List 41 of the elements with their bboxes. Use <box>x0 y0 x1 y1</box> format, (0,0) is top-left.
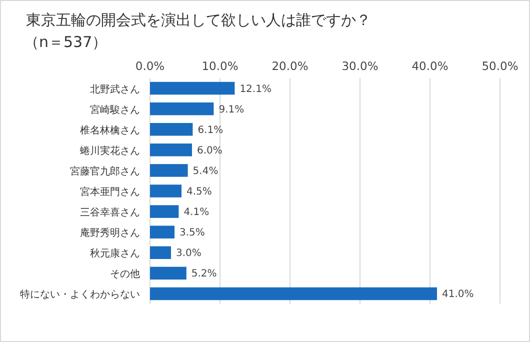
data-label: 4.1% <box>184 207 210 218</box>
y-tick-label: 北野武さん <box>90 83 140 96</box>
y-tick-label: 三谷幸喜さん <box>80 206 140 219</box>
x-tick-label: 20.0% <box>272 59 308 73</box>
bar <box>150 122 193 136</box>
data-label: 3.0% <box>176 248 202 260</box>
bar <box>150 144 192 156</box>
data-label: 5.2% <box>191 268 217 280</box>
bar <box>150 287 437 300</box>
bar <box>150 82 235 95</box>
x-tick-label: 30.0% <box>342 59 378 73</box>
bar <box>150 226 174 238</box>
y-tick-label: その他 <box>110 268 140 280</box>
bar <box>150 164 188 177</box>
y-tick-label: 秋元康さん <box>90 248 140 260</box>
bar <box>150 102 214 116</box>
bar <box>150 246 171 260</box>
y-tick-label: 宮崎駿さん <box>90 104 140 116</box>
y-tick-label: 特にない・よくわからない <box>20 288 140 301</box>
data-label: 3.5% <box>180 228 205 239</box>
bar <box>150 205 179 218</box>
x-tick-label: 40.0% <box>412 59 448 73</box>
data-label: 4.5% <box>186 186 212 198</box>
data-label: 12.1% <box>240 84 272 95</box>
y-tick-label: 蜷川実花さん <box>80 144 140 157</box>
bar <box>150 184 182 198</box>
y-tick-label: 宮藤官九郎さん <box>70 165 140 178</box>
x-tick-label: 50.0% <box>482 59 518 73</box>
data-label: 5.4% <box>192 166 218 177</box>
y-tick-label: 庵野秀明さん <box>80 227 140 240</box>
data-label: 41.0% <box>442 289 474 300</box>
chart-subtitle: （n＝537） <box>24 33 108 51</box>
x-tick-label: 10.0% <box>202 59 238 73</box>
x-tick-label: 0.0% <box>135 59 165 73</box>
data-label: 6.1% <box>198 124 224 136</box>
y-tick-label: 椎名林檎さん <box>80 124 140 136</box>
data-label: 6.0% <box>197 145 222 156</box>
y-tick-label: 宮本亜門さん <box>80 186 140 198</box>
data-label: 9.1% <box>218 104 244 116</box>
chart-title: 東京五輪の開会式を演出して欲しい人は誰ですか？ <box>26 11 371 29</box>
bar <box>150 266 186 280</box>
